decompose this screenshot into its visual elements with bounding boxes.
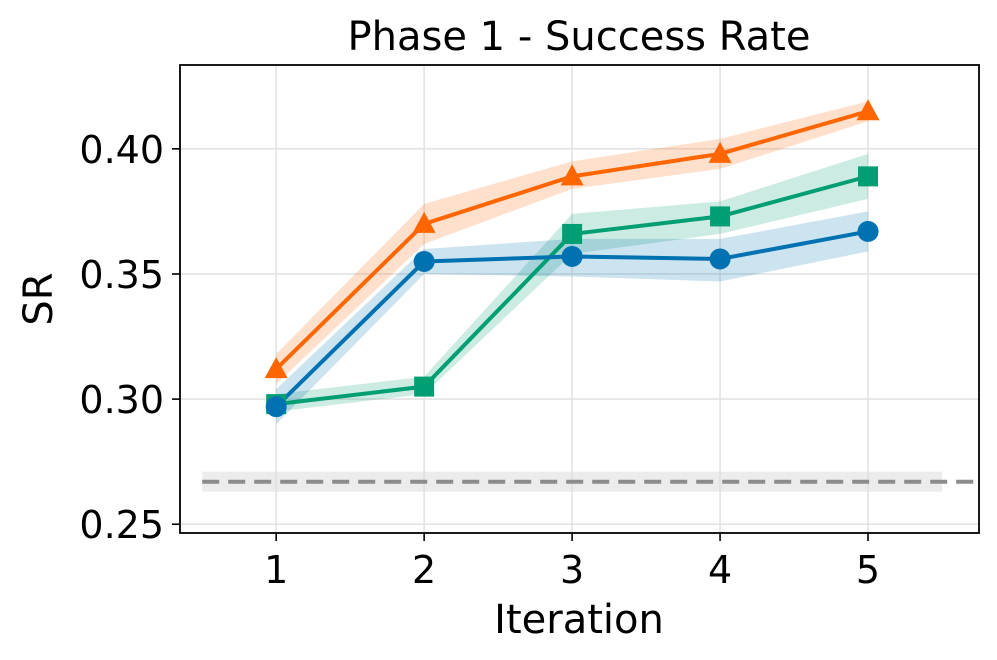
point-orange: [560, 164, 584, 186]
point-orange: [412, 211, 436, 233]
chart-title: Phase 1 - Success Rate: [348, 14, 811, 60]
baseline: [202, 471, 979, 492]
point-orange: [708, 141, 732, 163]
point-blue: [265, 396, 287, 418]
point-blue: [709, 248, 731, 270]
x-axis-label: Iteration: [494, 597, 664, 643]
y-tick-label: 0.35: [79, 253, 164, 297]
y-axis-label: SR: [16, 272, 62, 325]
point-blue: [413, 250, 435, 272]
x-tick-label: 1: [264, 548, 288, 592]
point-green: [414, 376, 435, 397]
point-blue: [857, 220, 879, 242]
y-tick-label: 0.30: [79, 378, 164, 422]
point-green: [858, 166, 879, 187]
y-tick-label: 0.25: [79, 503, 164, 547]
point-green: [710, 206, 731, 227]
axis-ticks: 1 2 3 4 5 0.25 0.30 0.35 0.40: [79, 128, 880, 592]
point-orange: [264, 357, 288, 379]
y-tick-label: 0.40: [79, 128, 164, 172]
x-tick-label: 3: [560, 548, 584, 592]
point-orange: [856, 99, 880, 121]
grid: [180, 65, 979, 533]
x-tick-label: 5: [856, 548, 880, 592]
plot-frame: [179, 64, 980, 534]
series-markers: [264, 99, 880, 418]
x-tick-label: 4: [708, 548, 732, 592]
x-tick-label: 2: [412, 548, 436, 592]
point-blue: [561, 245, 583, 267]
point-green: [562, 223, 583, 244]
